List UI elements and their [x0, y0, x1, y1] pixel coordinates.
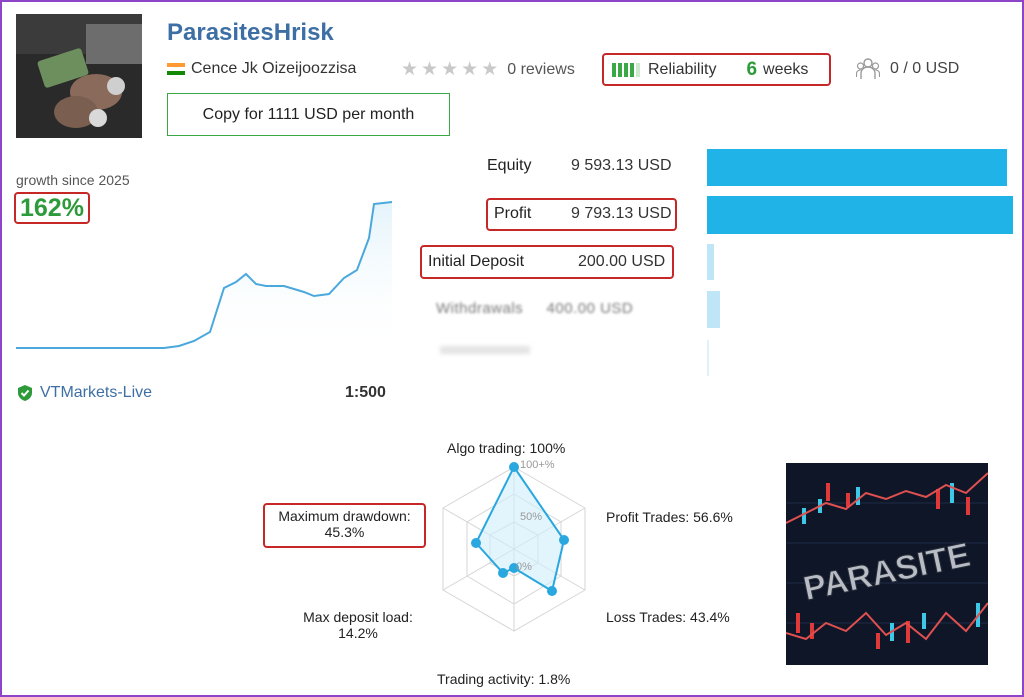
reliability-weeks-unit: weeks	[763, 60, 809, 78]
max-deposit-load-value: 14.2%	[338, 625, 378, 641]
max-deposit-load-label: Max deposit load: 14.2%	[294, 609, 422, 641]
initial-deposit-highlight	[420, 245, 674, 279]
subscribers-value: 0 / 0 USD	[890, 60, 960, 77]
reliability-bars-icon	[612, 62, 640, 77]
signal-title[interactable]: ParasitesHrisk	[167, 19, 334, 46]
extra-bar	[707, 340, 709, 376]
equity-bar	[707, 149, 1007, 186]
max-deposit-load-title: Max deposit load:	[303, 609, 413, 625]
growth-label: growth since 2025	[16, 172, 130, 188]
algo-trading-label: Algo trading: 100%	[447, 440, 566, 456]
growth-line-chart[interactable]	[14, 196, 394, 356]
subscribers-icon	[856, 58, 880, 79]
max-drawdown-title: Maximum drawdown:	[278, 508, 411, 524]
profit-trades-label: Profit Trades: 56.6%	[606, 509, 733, 525]
loss-trades-label: Loss Trades: 43.4%	[606, 609, 730, 625]
star-icon: ★	[401, 59, 419, 80]
withdrawals-value: 400.00 USD	[546, 300, 634, 317]
trading-activity-label: Trading activity: 1.8%	[437, 671, 571, 687]
profit-label: Profit	[494, 205, 532, 222]
star-icon: ★	[481, 59, 499, 80]
growth-value: 162%	[14, 192, 90, 224]
broker-name[interactable]: VTMarkets-Live	[40, 384, 153, 401]
profit-value: 9 793.13 USD	[571, 205, 672, 222]
avatar[interactable]	[16, 14, 142, 138]
copy-subscribe-button[interactable]: Copy for 1111 USD per month	[167, 93, 450, 136]
parasite-promo-image: PARASITE	[786, 463, 988, 665]
initial-deposit-bar	[707, 244, 714, 280]
star-icon: ★	[461, 59, 479, 80]
reliability-badge: Reliability 6 weeks	[602, 53, 831, 86]
withdrawals-label: Withdrawals	[436, 300, 524, 317]
star-icon: ★	[441, 59, 459, 80]
max-drawdown-highlight	[263, 503, 426, 548]
radar-ring-50-label: 50%	[520, 511, 543, 523]
radar-ring-0-label: 0%	[516, 561, 532, 573]
blurred-row	[440, 346, 530, 354]
initial-deposit-value: 200.00 USD	[578, 253, 666, 270]
verified-shield-icon	[18, 385, 32, 401]
reliability-label: Reliability	[648, 60, 717, 78]
max-drawdown-value: 45.3%	[324, 524, 365, 540]
radar-ring-100-label: 100+%	[520, 459, 555, 471]
initial-deposit-label: Initial Deposit	[428, 253, 525, 270]
max-drawdown-label: Maximum drawdown: 45.3%	[266, 508, 423, 540]
reviews-count[interactable]: 0 reviews	[507, 60, 575, 78]
profit-highlight	[486, 198, 677, 231]
star-icon: ★	[421, 59, 439, 80]
broker-row: VTMarkets-Live	[16, 384, 152, 402]
withdrawals-row-blurred: Withdrawals 400.00 USD	[436, 300, 633, 317]
reliability-weeks-number: 6	[746, 58, 758, 80]
rating-stars[interactable]: ★ ★ ★ ★ ★ 0 reviews	[401, 60, 575, 79]
withdrawals-bar	[707, 291, 720, 328]
india-flag-icon	[167, 63, 185, 75]
author-row: Cence Jk Oizeijoozzisa	[167, 60, 356, 78]
equity-label: Equity	[487, 157, 532, 174]
subscribers-info: 0 / 0 USD	[856, 58, 959, 80]
profit-bar	[707, 196, 1013, 234]
leverage-value: 1:500	[345, 384, 386, 401]
equity-value: 9 593.13 USD	[571, 157, 672, 174]
author-name[interactable]: Cence Jk Oizeijoozzisa	[191, 60, 357, 77]
